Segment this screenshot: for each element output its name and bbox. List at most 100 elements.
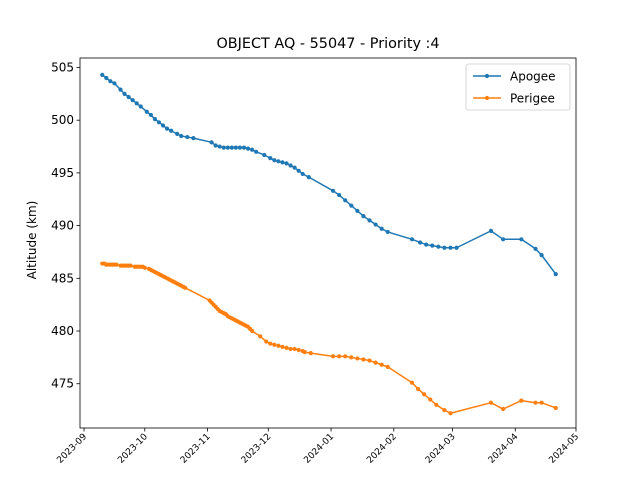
data-point — [258, 334, 263, 339]
y-tick-label: 475 — [51, 377, 74, 391]
x-tick-label: 2024-01 — [302, 432, 336, 466]
data-point — [114, 262, 119, 267]
data-point — [442, 407, 447, 413]
data-point — [142, 265, 147, 270]
data-point — [249, 147, 255, 152]
data-point — [424, 242, 429, 247]
data-point — [284, 161, 289, 166]
data-point — [209, 140, 214, 145]
data-point — [448, 245, 453, 250]
data-point — [100, 72, 105, 77]
data-point — [379, 362, 384, 367]
data-point — [104, 75, 109, 81]
data-point — [533, 246, 538, 251]
data-point — [539, 400, 544, 405]
y-axis-label: Altitude (km) — [25, 201, 39, 280]
data-point — [262, 152, 267, 158]
data-point — [280, 160, 285, 165]
data-point — [164, 126, 170, 131]
data-point — [302, 350, 307, 355]
data-point — [343, 354, 348, 359]
data-point — [436, 244, 441, 249]
data-point — [112, 81, 117, 86]
plot-marks — [100, 72, 558, 416]
data-point — [276, 159, 281, 164]
data-point — [488, 400, 494, 405]
data-point — [229, 145, 234, 150]
series-line-perigee — [101, 262, 557, 414]
data-point — [130, 98, 135, 103]
data-point — [361, 214, 366, 219]
data-point — [553, 272, 558, 277]
data-point — [122, 91, 127, 96]
data-point — [156, 120, 162, 125]
data-point — [428, 397, 433, 402]
data-point — [134, 101, 139, 106]
x-tick-label: 2023-12 — [240, 432, 274, 466]
x-tick-label: 2023-10 — [116, 432, 150, 466]
data-point — [276, 343, 281, 348]
plot-frame — [79, 57, 577, 429]
data-point — [264, 339, 269, 344]
data-point — [241, 145, 247, 150]
x-tick-label: 2024-02 — [365, 432, 399, 466]
data-point — [118, 87, 123, 92]
y-tick-label: 500 — [51, 113, 74, 127]
y-tick-label: 505 — [51, 60, 74, 74]
data-point — [422, 392, 427, 397]
data-point — [183, 285, 188, 290]
data-point — [501, 406, 506, 412]
data-point — [367, 358, 372, 363]
data-point — [179, 133, 184, 139]
data-point — [337, 354, 342, 359]
data-point — [160, 123, 166, 128]
data-point — [533, 400, 538, 405]
data-point — [553, 405, 558, 411]
data-point — [254, 149, 259, 154]
legend-label: Perigee — [510, 92, 555, 106]
x-tick-label: 2023-09 — [55, 432, 89, 466]
data-point — [409, 380, 415, 385]
data-point — [292, 165, 297, 170]
data-point — [268, 341, 273, 346]
x-tick-label: 2024-05 — [547, 432, 581, 466]
y-tick-label: 490 — [51, 219, 74, 233]
data-point — [367, 218, 372, 223]
data-point — [233, 145, 238, 150]
data-point — [217, 144, 222, 149]
data-point — [355, 208, 360, 213]
chart-title: OBJECT AQ - 55047 - Priority :4 — [216, 36, 439, 52]
data-point — [268, 156, 273, 161]
data-point — [225, 145, 230, 150]
data-point — [237, 145, 243, 150]
data-point — [191, 136, 196, 141]
x-tick-label: 2024-03 — [424, 432, 458, 466]
data-point — [434, 402, 439, 407]
data-point — [373, 222, 378, 227]
data-point — [519, 398, 524, 403]
data-point — [245, 146, 251, 151]
data-point — [300, 171, 305, 177]
data-point — [379, 226, 384, 231]
data-point — [330, 354, 336, 359]
axes: 475 480 485 490 495 500 505 2023-09 2023-10 2023-… — [51, 57, 581, 466]
data-point — [361, 357, 366, 362]
data-point — [288, 163, 293, 168]
y-tick-label: 485 — [51, 271, 74, 285]
data-point — [343, 198, 348, 203]
data-point — [519, 237, 524, 242]
data-point — [272, 158, 277, 163]
data-point — [272, 342, 277, 347]
data-point — [385, 364, 390, 369]
data-point — [501, 237, 506, 242]
data-point — [330, 188, 336, 193]
data-point — [442, 245, 447, 250]
data-point — [539, 253, 544, 258]
data-point — [373, 360, 378, 365]
legend-marker — [484, 73, 490, 79]
data-point — [152, 117, 158, 122]
data-point — [128, 263, 133, 268]
data-point — [355, 356, 360, 361]
data-point — [249, 328, 255, 334]
